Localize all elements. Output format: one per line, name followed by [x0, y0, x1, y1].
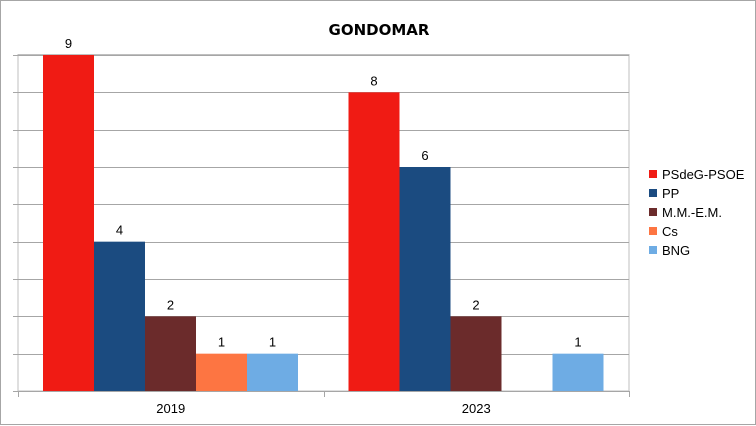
- legend-label: PSdeG-PSOE: [662, 167, 745, 182]
- bar: [247, 353, 298, 391]
- data-label: 1: [574, 335, 581, 350]
- data-label: 2: [167, 297, 174, 312]
- bar: [552, 353, 604, 391]
- legend: PSdeG-PSOE PP M.M.-E.M. Cs BNG: [649, 167, 745, 258]
- legend-label: PP: [662, 186, 679, 201]
- x-tick-label: 2019: [156, 401, 185, 416]
- bar: [348, 92, 400, 391]
- bar: [399, 167, 451, 391]
- legend-label: Cs: [662, 224, 678, 239]
- bar: [196, 353, 247, 391]
- bar: [145, 316, 196, 391]
- legend-label: M.M.-E.M.: [662, 205, 722, 220]
- bar: [450, 316, 502, 391]
- legend-swatch: [649, 170, 657, 178]
- data-label: 8: [370, 73, 377, 88]
- legend-swatch: [649, 246, 657, 254]
- plot-area: 9 8 4 6 2 2 1 1 1 2019 2023: [13, 36, 630, 416]
- bar: [43, 55, 94, 391]
- data-label: 6: [421, 148, 428, 163]
- bar: [94, 241, 145, 391]
- data-label: 4: [116, 223, 123, 238]
- data-label: 2: [472, 297, 479, 312]
- legend-swatch: [649, 208, 657, 216]
- data-label: 9: [65, 36, 72, 51]
- legend-swatch: [649, 227, 657, 235]
- data-label: 1: [269, 335, 276, 350]
- data-label: 1: [218, 335, 225, 350]
- chart-title: GONDOMAR: [329, 21, 430, 39]
- legend-swatch: [649, 189, 657, 197]
- legend-label: BNG: [662, 243, 690, 258]
- x-tick-label: 2023: [462, 401, 491, 416]
